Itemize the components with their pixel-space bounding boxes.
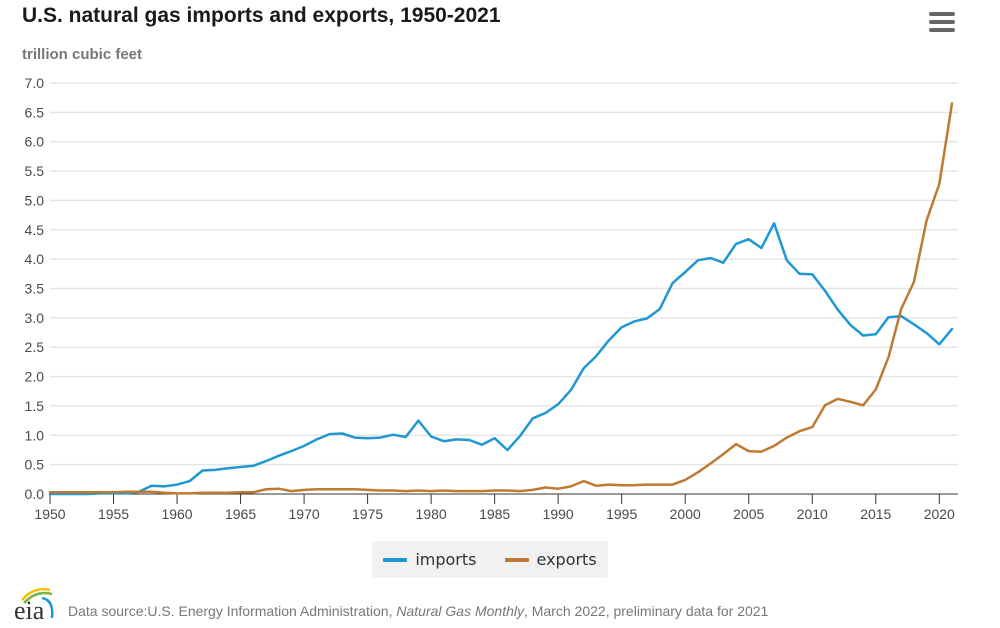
menu-bar	[929, 12, 955, 16]
y-tick-label: 3.5	[25, 281, 45, 297]
x-tick-label: 1950	[34, 506, 65, 522]
eia-logo-arcs-icon	[21, 587, 54, 619]
x-tick-label: 1960	[161, 506, 192, 522]
x-axis: 1950 1955 1960 1965 1970 1975 1980 1985 1990 1995…	[34, 493, 958, 522]
y-tick-label: 1.0	[25, 427, 45, 443]
y-tick-label: 2.0	[25, 369, 45, 385]
x-tick-label: 1955	[98, 506, 129, 522]
y-tick-label: 4.5	[25, 222, 45, 238]
exports-swatch-icon	[504, 557, 529, 562]
y-tick-label: 5.5	[25, 163, 45, 179]
legend: imports exports	[372, 541, 608, 578]
x-tick-label: 1985	[479, 506, 510, 522]
x-tick-label: 1970	[289, 506, 320, 522]
imports-swatch-icon	[383, 557, 408, 562]
chart-title: U.S. natural gas imports and exports, 19…	[22, 4, 501, 27]
series-line-exports[interactable]	[48, 102, 954, 495]
y-tick-label: 7.0	[25, 75, 45, 91]
x-tick-label: 2000	[670, 506, 701, 522]
source-suffix: , March 2022, preliminary data for 2021	[523, 603, 769, 619]
x-tick-label: 2010	[797, 506, 828, 522]
line-chart: 0.0 0.5 1.0 1.5 2.0 2.5 3.0 3.5 4.0 4.5 5.0 5.5 6.0 6…	[25, 75, 958, 522]
source-prefix: Data source:U.S. Energy Information Admi…	[68, 603, 397, 619]
footer: eia Data source:U.S. Energy Information …	[12, 584, 768, 624]
x-tick-label: 2015	[860, 506, 891, 522]
menu-bar	[929, 28, 955, 32]
gridlines	[50, 82, 958, 466]
x-tick-label: 1975	[352, 506, 383, 522]
y-tick-label: 2.5	[25, 339, 45, 355]
series-line-imports[interactable]	[48, 222, 954, 496]
x-tick-label: 1990	[543, 506, 574, 522]
menu-bar	[929, 20, 955, 24]
x-tick-label: 1965	[225, 506, 256, 522]
y-tick-label: 5.0	[25, 192, 45, 208]
y-tick-label: 4.0	[25, 251, 45, 267]
source-publication: Natural Gas Monthly	[396, 603, 524, 619]
y-tick-label: 1.5	[25, 398, 45, 414]
y-tick-label: 0.0	[25, 486, 45, 502]
y-axis-ticks: 0.0 0.5 1.0 1.5 2.0 2.5 3.0 3.5 4.0 4.5 5.0 5.5 6.0 6…	[25, 75, 45, 502]
legend-item-imports[interactable]: imports	[383, 550, 477, 569]
series-lines	[48, 102, 954, 496]
y-tick-label: 3.0	[25, 310, 45, 326]
y-tick-label: 6.0	[25, 134, 45, 150]
hamburger-menu-icon[interactable]	[927, 12, 957, 36]
x-tick-label: 2005	[733, 506, 764, 522]
x-tick-label: 1980	[416, 506, 447, 522]
x-tick-label: 2020	[924, 506, 955, 522]
eia-logo-text: eia	[14, 596, 45, 625]
legend-label-imports: imports	[415, 550, 477, 569]
y-axis-unit-label: trillion cubic feet	[22, 46, 143, 63]
data-source-text: Data source:U.S. Energy Information Admi…	[68, 603, 768, 619]
legend-label-exports: exports	[536, 550, 597, 569]
eia-logo-icon: eia	[12, 584, 60, 624]
y-tick-label: 6.5	[25, 104, 45, 120]
x-tick-label: 1995	[606, 506, 637, 522]
legend-item-exports[interactable]: exports	[504, 550, 597, 569]
y-tick-label: 0.5	[25, 457, 45, 473]
